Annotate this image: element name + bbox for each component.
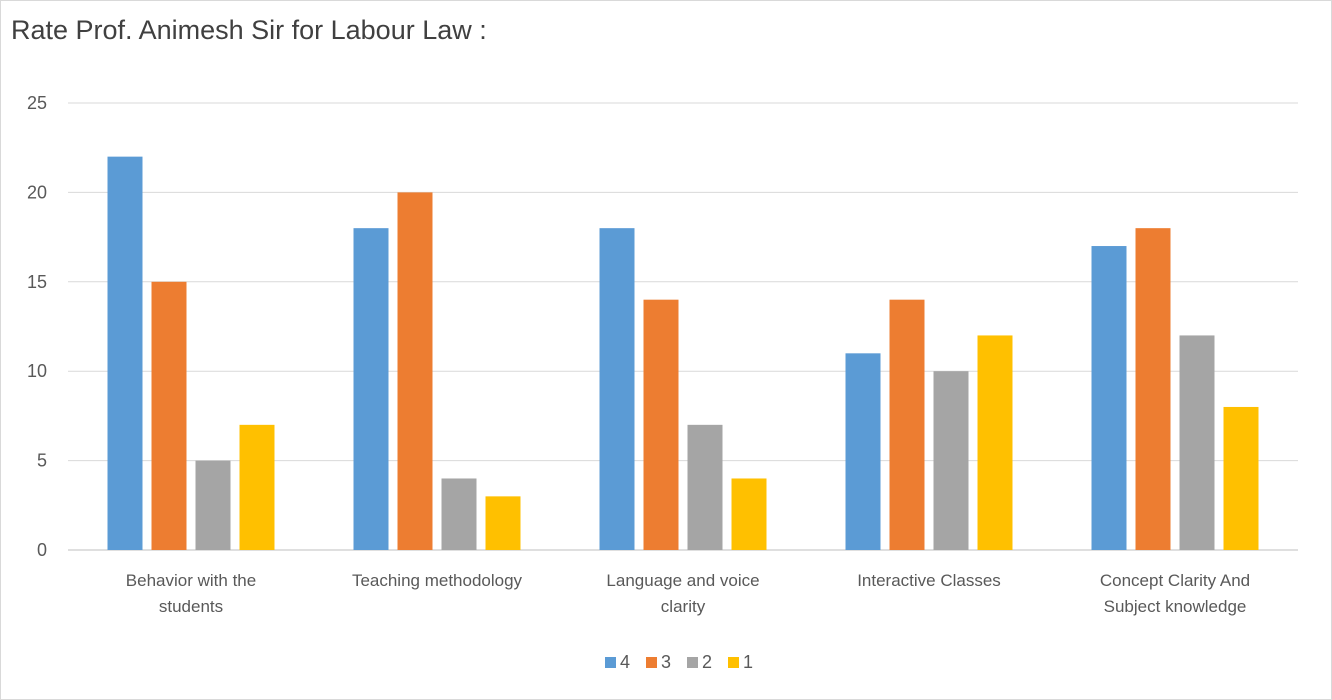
legend-label: 1 [743, 652, 753, 672]
bar [107, 156, 143, 550]
y-tick-label: 0 [37, 540, 47, 560]
x-tick-label: Interactive Classes [857, 571, 1001, 590]
bar [1091, 246, 1127, 551]
chart-title: Rate Prof. Animesh Sir for Labour Law : [11, 15, 487, 45]
bar [239, 424, 275, 550]
bar [1135, 228, 1171, 550]
y-tick-label: 5 [37, 451, 47, 471]
bar [195, 460, 231, 550]
bar [977, 335, 1013, 550]
y-tick-label: 20 [27, 182, 47, 202]
bar [933, 371, 969, 550]
bar [687, 424, 723, 550]
legend-swatch [728, 657, 739, 668]
legend-label: 4 [620, 652, 630, 672]
legend-swatch [646, 657, 657, 668]
bar [397, 192, 433, 550]
bar [485, 496, 521, 550]
bar [441, 478, 477, 550]
legend-label: 3 [661, 652, 671, 672]
y-tick-label: 15 [27, 272, 47, 292]
x-tick-label: Teaching methodology [352, 571, 523, 590]
legend-swatch [605, 657, 616, 668]
legend-label: 2 [702, 652, 712, 672]
y-axis-ticks: 0 5 10 15 20 25 [27, 93, 47, 560]
legend-swatch [687, 657, 698, 668]
bar [599, 228, 635, 550]
bar [889, 299, 925, 550]
bar [731, 478, 767, 550]
legend: 4 3 2 1 [605, 652, 753, 672]
bar [1223, 406, 1259, 550]
x-tick-label: Behavior with the students [126, 571, 256, 616]
x-tick-label: Concept Clarity And Subject knowledge [1100, 571, 1250, 616]
x-tick-label: Language and voice clarity [606, 571, 759, 616]
y-tick-label: 25 [27, 93, 47, 113]
bar [1179, 335, 1215, 550]
bar [643, 299, 679, 550]
bar [353, 228, 389, 550]
x-axis-ticks: Behavior with the students Teaching method… [126, 571, 1250, 616]
bar [845, 353, 881, 550]
bar [151, 281, 187, 550]
y-tick-label: 10 [27, 361, 47, 381]
bars [107, 156, 1259, 551]
